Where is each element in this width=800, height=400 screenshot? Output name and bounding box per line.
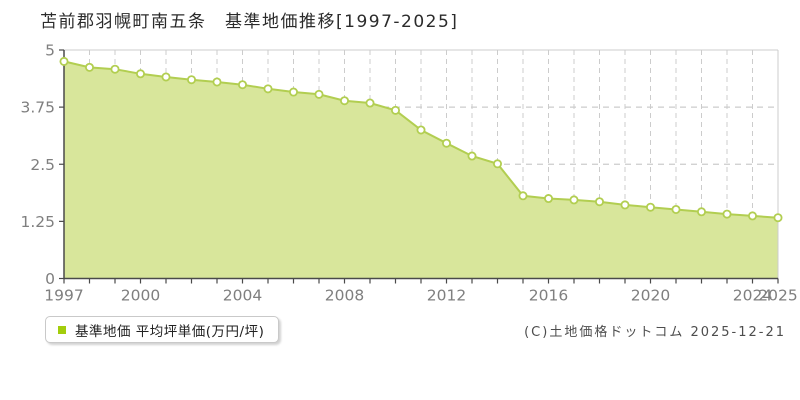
data-point-2004 — [237, 80, 247, 90]
data-point-2008 — [339, 96, 349, 106]
data-point-2001 — [161, 72, 171, 82]
data-point-2000 — [135, 69, 145, 79]
x-axis-label: 1997 — [44, 287, 83, 305]
data-point-1998 — [85, 62, 95, 72]
area-fill — [64, 61, 778, 279]
data-point-2006 — [288, 87, 298, 97]
data-point-2025 — [773, 213, 783, 223]
x-axis-label: 2008 — [325, 287, 364, 305]
data-point-2018 — [595, 197, 605, 207]
data-point-2016 — [544, 194, 554, 204]
x-axis-label: 2000 — [121, 287, 160, 305]
x-axis-label: 2004 — [223, 287, 262, 305]
data-point-2022 — [697, 207, 707, 217]
data-point-2021 — [671, 204, 681, 214]
y-axis-label: 5 — [45, 42, 55, 60]
x-axis-label: 2025 — [758, 287, 797, 305]
x-axis-label: 2020 — [631, 287, 670, 305]
y-axis-label: 2.5 — [30, 156, 55, 174]
data-point-2002 — [186, 75, 196, 85]
data-point-2014 — [492, 159, 502, 169]
legend-box: 基準地価 平均坪単価(万円/坪) — [45, 316, 280, 343]
data-point-2003 — [212, 77, 222, 87]
legend-marker-icon — [58, 325, 66, 334]
data-point-2020 — [646, 202, 656, 212]
data-point-2013 — [467, 151, 477, 161]
data-point-2019 — [620, 200, 630, 210]
data-point-2012 — [441, 138, 451, 148]
data-point-1997 — [59, 56, 69, 66]
chart-title: 苫前郡羽幌町南五条 基準地価推移[1997-2025] — [40, 12, 459, 32]
data-point-2024 — [748, 211, 758, 221]
x-axis-label: 2016 — [529, 287, 568, 305]
legend-label: 基準地価 平均坪単価(万円/坪) — [75, 323, 265, 340]
data-point-2015 — [518, 191, 528, 201]
data-point-2010 — [390, 105, 400, 115]
data-point-2007 — [314, 89, 324, 99]
data-point-2017 — [569, 195, 579, 205]
y-axis-label: 0 — [45, 270, 55, 288]
x-axis-label: 2024 — [733, 287, 772, 305]
copyright-text: (C)土地価格ドットコム 2025-12-21 — [524, 325, 786, 340]
data-point-1999 — [110, 64, 120, 74]
data-point-2005 — [263, 84, 273, 94]
data-point-2023 — [722, 209, 732, 219]
data-point-2009 — [365, 98, 375, 108]
y-axis-label: 3.75 — [20, 99, 55, 117]
y-axis-label: 1.25 — [20, 213, 55, 231]
data-point-2011 — [416, 125, 426, 135]
x-axis-label: 2012 — [427, 287, 466, 305]
